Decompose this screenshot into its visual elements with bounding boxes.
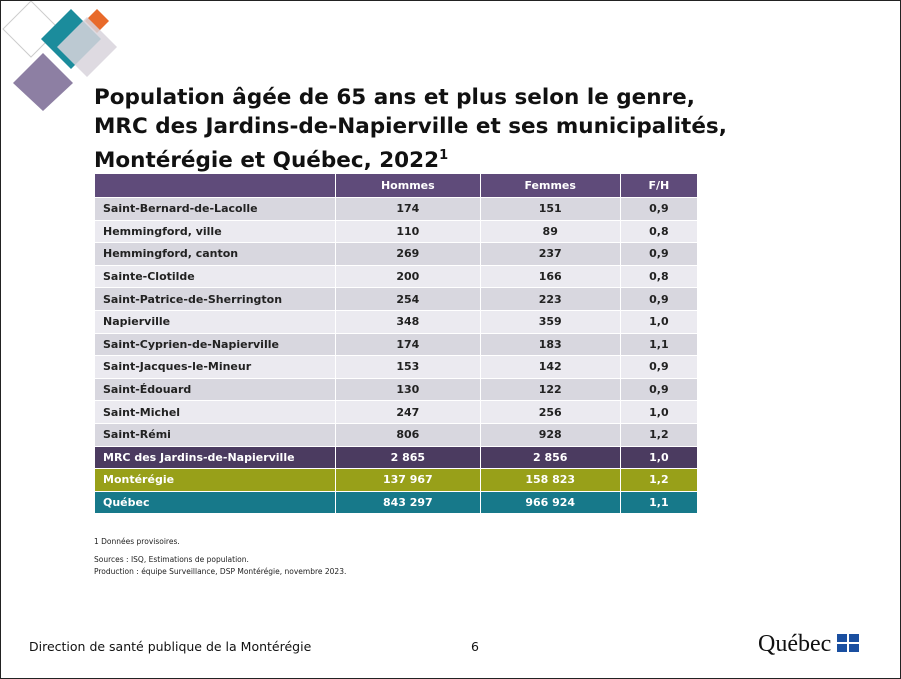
cell: 110 xyxy=(336,220,481,243)
cell: 0,8 xyxy=(620,220,697,243)
logo: Québec xyxy=(758,631,859,658)
cell: Saint-Édouard xyxy=(95,378,336,401)
cell: 153 xyxy=(336,356,481,379)
cell: 928 xyxy=(480,423,620,446)
cell: 359 xyxy=(480,310,620,333)
cell: 0,9 xyxy=(620,243,697,266)
cell: Saint-Rémi xyxy=(95,423,336,446)
cell: 142 xyxy=(480,356,620,379)
cell: Sainte-Clotilde xyxy=(95,265,336,288)
cell: 806 xyxy=(336,423,481,446)
cell: 843 297 xyxy=(336,491,481,514)
footnotes: 1 Données provisoires. Sources : ISQ, Est… xyxy=(94,536,346,578)
cell: 89 xyxy=(480,220,620,243)
header-cell: F/H xyxy=(620,174,697,198)
title-line: Montérégie et Québec, 20221 xyxy=(94,141,727,175)
cell: MRC des Jardins-de-Napierville xyxy=(95,446,336,469)
cell: Saint-Bernard-de-Lacolle xyxy=(95,198,336,221)
page-number: 6 xyxy=(471,639,479,654)
header-cell: Femmes xyxy=(480,174,620,198)
logo-flag xyxy=(837,634,859,652)
cell: 158 823 xyxy=(480,469,620,492)
note: Sources : ISQ, Estimations de population… xyxy=(94,554,346,566)
slide: Population âgée de 65 ans et plus selon … xyxy=(0,0,901,679)
cell: 122 xyxy=(480,378,620,401)
cell: 1,2 xyxy=(620,469,697,492)
cell: 174 xyxy=(336,198,481,221)
cell: 2 856 xyxy=(480,446,620,469)
cell: 1,0 xyxy=(620,310,697,333)
cell: Hemmingford, ville xyxy=(95,220,336,243)
cell: 0,9 xyxy=(620,198,697,221)
cell: Saint-Cyprien-de-Napierville xyxy=(95,333,336,356)
cell: Saint-Jacques-le-Mineur xyxy=(95,356,336,379)
cell: 237 xyxy=(480,243,620,266)
cell: 0,9 xyxy=(620,288,697,311)
cell: 137 967 xyxy=(336,469,481,492)
note: Production : équipe Surveillance, DSP Mo… xyxy=(94,566,346,578)
cell: 223 xyxy=(480,288,620,311)
header-cell xyxy=(95,174,336,198)
note: 1 Données provisoires. xyxy=(94,536,346,548)
cell: Napierville xyxy=(95,310,336,333)
title-line: MRC des Jardins-de-Napierville et ses mu… xyxy=(94,112,727,141)
cell: 130 xyxy=(336,378,481,401)
cell: 1,2 xyxy=(620,423,697,446)
cell: 1,0 xyxy=(620,401,697,424)
cell: 348 xyxy=(336,310,481,333)
cell: 269 xyxy=(336,243,481,266)
cell: 2 865 xyxy=(336,446,481,469)
cell: 151 xyxy=(480,198,620,221)
cell: 254 xyxy=(336,288,481,311)
cell: 0,9 xyxy=(620,378,697,401)
cell: Saint-Patrice-de-Sherrington xyxy=(95,288,336,311)
cell: 1,1 xyxy=(620,333,697,356)
title-line: Population âgée de 65 ans et plus selon … xyxy=(94,83,727,112)
cell: Québec xyxy=(95,491,336,514)
cell: 0,9 xyxy=(620,356,697,379)
cell: Montérégie xyxy=(95,469,336,492)
cell: 247 xyxy=(336,401,481,424)
cell: 1,1 xyxy=(620,491,697,514)
cell: 200 xyxy=(336,265,481,288)
footer: Direction de santé publique de la Montér… xyxy=(29,639,311,654)
cell: Hemmingford, canton xyxy=(95,243,336,266)
title-note: 1 xyxy=(439,148,448,163)
cell: 166 xyxy=(480,265,620,288)
cell: 0,8 xyxy=(620,265,697,288)
cell: Saint-Michel xyxy=(95,401,336,424)
slide-title: Population âgée de 65 ans et plus selon … xyxy=(94,83,727,175)
logo-text: Québec xyxy=(758,631,831,657)
cell: 183 xyxy=(480,333,620,356)
cell: 174 xyxy=(336,333,481,356)
cell: 1,0 xyxy=(620,446,697,469)
cell: 966 924 xyxy=(480,491,620,514)
header-cell: Hommes xyxy=(336,174,481,198)
cell: 256 xyxy=(480,401,620,424)
